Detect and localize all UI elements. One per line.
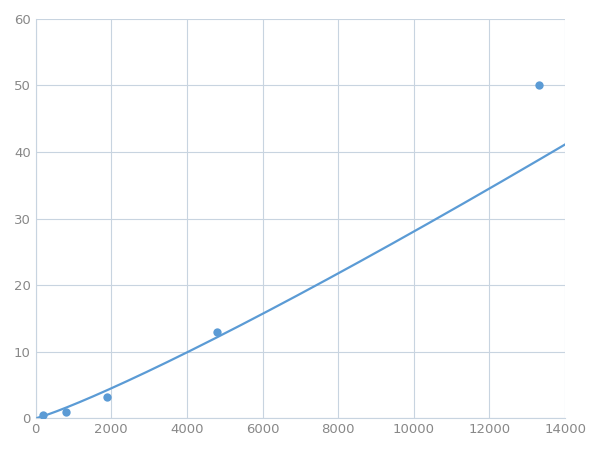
Point bbox=[38, 411, 48, 418]
Point bbox=[61, 408, 71, 415]
Point bbox=[103, 393, 112, 400]
Point bbox=[212, 328, 222, 335]
Point bbox=[534, 82, 544, 89]
